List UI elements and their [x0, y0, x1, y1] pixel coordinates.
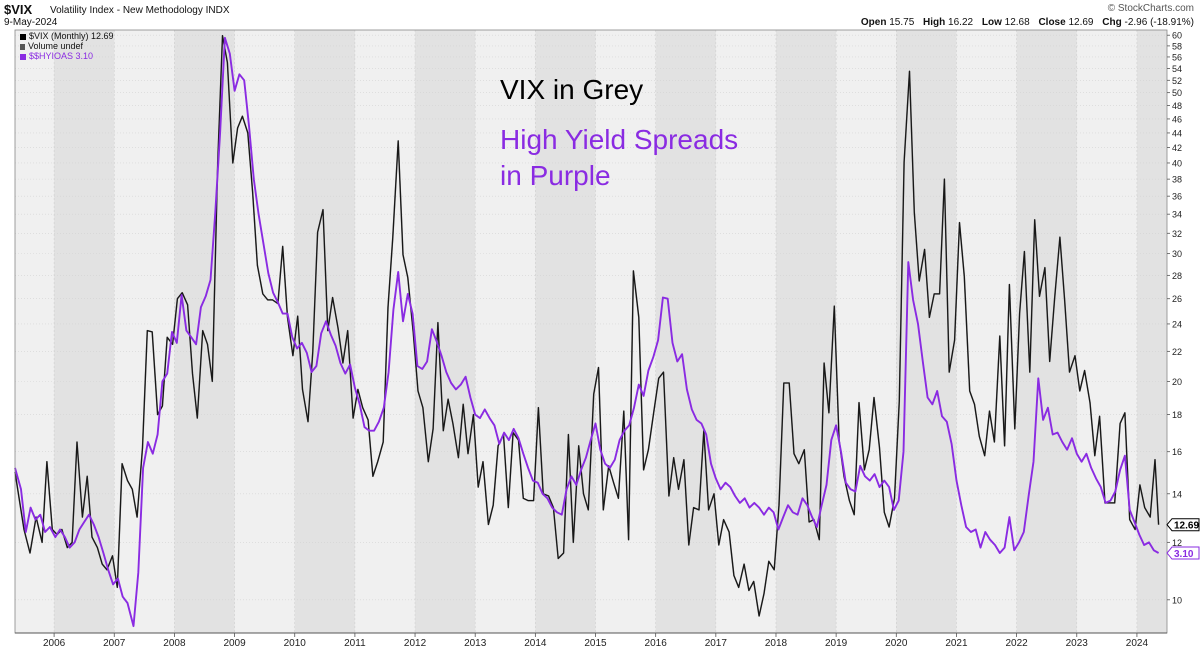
y-tick-label: 60	[1172, 31, 1182, 41]
x-tick-label: 2008	[163, 638, 186, 649]
low-label: Low	[981, 17, 1002, 28]
x-tick-label: 2016	[645, 638, 668, 649]
high-label: High	[923, 17, 946, 28]
x-tick-label: 2009	[223, 638, 246, 649]
year-band	[54, 30, 115, 633]
vix-last-value-flag: 12.69	[1166, 518, 1200, 532]
open-value: 15.75	[889, 17, 915, 28]
hyioas-last-value-flag-box	[1166, 546, 1200, 560]
x-tick-label: 2013	[464, 638, 487, 649]
legend-label: Volume undef	[28, 41, 84, 51]
x-tick-label: 2022	[1005, 638, 1028, 649]
y-tick-label: 12	[1172, 538, 1182, 548]
y-tick-label: 10	[1172, 595, 1182, 605]
vix-last-value-flag-box	[1166, 518, 1200, 532]
vix-last-value-flag-text: 12.69	[1174, 521, 1199, 532]
open-label: Open	[860, 17, 887, 28]
x-tick-label: 2019	[825, 638, 848, 649]
legend-label: $$HYIOAS 3.10	[29, 51, 94, 61]
line-swatch-icon	[20, 53, 26, 60]
x-tick-label: 2020	[885, 638, 908, 649]
y-tick-label: 14	[1172, 489, 1182, 499]
year-band	[1136, 30, 1167, 633]
x-tick-label: 2018	[765, 638, 788, 649]
x-tick-label: 2006	[43, 638, 66, 649]
x-tick-label: 2014	[524, 638, 547, 649]
x-tick-label: 2010	[284, 638, 307, 649]
x-tick-label: 2023	[1066, 638, 1089, 649]
year-band	[174, 30, 235, 633]
x-tick-label: 2015	[584, 638, 607, 649]
chart-header: $VIX Volatility Index - New Methodology …	[0, 0, 1200, 30]
x-tick-label: 2024	[1126, 638, 1149, 649]
y-tick-label: 16	[1172, 447, 1182, 457]
year-band	[294, 30, 355, 633]
y-tick-label: 46	[1172, 114, 1182, 124]
axes: 2006 2007 2008 2009 2010 2011 2012 2013 2014 2015…	[14, 29, 1200, 649]
y-tick-label: 34	[1172, 210, 1182, 220]
line-swatch-icon	[20, 33, 26, 40]
year-band	[1016, 30, 1077, 633]
legend-item-volume[interactable]: Volume undef	[20, 41, 114, 51]
symbol-label[interactable]: $VIX	[4, 2, 33, 17]
y-tick-label: 36	[1172, 192, 1182, 202]
x-tick-label: 2021	[945, 638, 968, 649]
x-tick-label: 2017	[705, 638, 728, 649]
vix-line	[14, 35, 1160, 617]
y-tick-label: 56	[1172, 52, 1182, 62]
gridlines	[15, 30, 1167, 633]
x-tick-label: 2007	[103, 638, 126, 649]
hyioas-last-value-flag-text: 3.10	[1174, 549, 1194, 560]
y-tick-label: 52	[1172, 76, 1182, 86]
annotation-hy-line1: High Yield Spreads	[500, 124, 739, 155]
y-tick-label: 30	[1172, 249, 1182, 259]
legend-item-vix[interactable]: $VIX (Monthly) 12.69	[20, 31, 114, 41]
hyioas-last-value-flag: 3.10	[1166, 546, 1200, 560]
annotation-vix: VIX in Grey	[500, 74, 644, 105]
y-tick-label: 38	[1172, 175, 1182, 185]
y-tick-label: 48	[1172, 101, 1182, 111]
y-tick-label: 42	[1172, 143, 1182, 153]
y-tick-label: 28	[1172, 271, 1182, 281]
chart-legend: $VIX (Monthly) 12.69 Volume undef $$HYIO…	[20, 31, 114, 61]
close-value: 12.69	[1068, 17, 1094, 28]
y-tick-label: 24	[1172, 319, 1182, 329]
chg-value: -2.96 (-18.91%)	[1124, 17, 1194, 28]
chart-date: 9-May-2024	[4, 17, 58, 28]
close-label: Close	[1038, 17, 1066, 28]
x-tick-label: 2012	[404, 638, 427, 649]
y-tick-label: 22	[1172, 347, 1182, 357]
legend-label: $VIX (Monthly) 12.69	[29, 31, 114, 41]
y-tick-label: 26	[1172, 294, 1182, 304]
hyioas-line	[14, 36, 1160, 628]
low-value: 12.68	[1004, 17, 1030, 28]
x-tick-label: 2011	[344, 638, 366, 649]
legend-item-hyioas[interactable]: $$HYIOAS 3.10	[20, 51, 114, 61]
year-band	[535, 30, 596, 633]
y-tick-label: 44	[1172, 128, 1182, 138]
y-tick-label: 50	[1172, 88, 1182, 98]
high-value: 16.22	[948, 17, 974, 28]
year-band	[775, 30, 837, 633]
annotation-hy-line2: in Purple	[500, 160, 611, 191]
copyright-link[interactable]: © StockCharts.com	[1107, 3, 1194, 14]
y-tick-label: 20	[1172, 377, 1182, 387]
chg-label: Chg	[1102, 17, 1122, 28]
y-tick-label: 58	[1172, 41, 1182, 51]
y-tick-label: 40	[1172, 158, 1182, 168]
y-tick-label: 32	[1172, 229, 1182, 239]
y-tick-label: 18	[1172, 410, 1182, 420]
symbol-name: Volatility Index - New Methodology INDX	[50, 5, 230, 16]
volume-bars-icon	[20, 43, 25, 50]
year-band	[415, 30, 476, 633]
ohlc-readout: Open 15.75 High 16.22 Low 12.68 Close 12…	[861, 17, 1194, 28]
series-lines	[14, 34, 1160, 628]
y-tick-label: 54	[1172, 64, 1182, 74]
year-band	[655, 30, 716, 633]
